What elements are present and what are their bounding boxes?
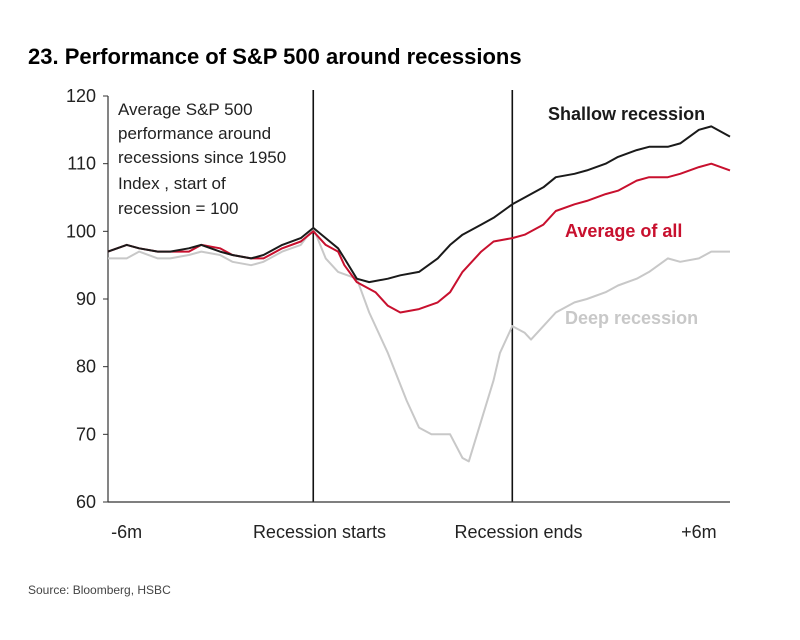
x-tick-label: -6m: [111, 522, 142, 542]
y-tick-label: 90: [76, 289, 96, 309]
note-line: recession = 100: [118, 199, 239, 218]
chart-note: Average S&P 500 performance around recessi…: [118, 100, 286, 218]
x-tick-label: Recession starts: [253, 522, 386, 542]
series-line-shallow-recession: [107, 125, 731, 284]
x-tick-label: +6m: [681, 522, 717, 542]
note-line: recessions since 1950: [118, 148, 286, 167]
chart-axes: 120 110 100 90 80 70 60 -6m Recession starts Rece…: [66, 86, 730, 542]
series-labels: Shallow recession Average of all Deep rece…: [548, 104, 705, 328]
y-tick-label: 80: [76, 357, 96, 377]
series-label-deep-recession: Deep recession: [565, 308, 698, 328]
series-lines: [107, 125, 731, 463]
source-note: Source: Bloomberg, HSBC: [28, 583, 171, 597]
series-line-deep-recession: [108, 226, 730, 463]
y-tick-label: 70: [76, 424, 96, 444]
note-line: Average S&P 500: [118, 100, 253, 119]
y-tick-label: 110: [67, 154, 96, 174]
series-line-average-of-all: [107, 162, 731, 314]
note-line: performance around: [118, 124, 271, 143]
series-label-average-of-all: Average of all: [565, 221, 682, 241]
y-tick-label: 100: [66, 221, 96, 241]
note-line: Index , start of: [118, 174, 226, 193]
chart-title: 23. Performance of S&P 500 around recess…: [28, 44, 522, 69]
x-tick-label: Recession ends: [454, 522, 582, 542]
vertical-markers: [312, 90, 514, 502]
y-tick-label: 60: [76, 492, 96, 512]
series-label-shallow-recession: Shallow recession: [548, 104, 705, 124]
y-tick-label: 120: [66, 86, 96, 106]
